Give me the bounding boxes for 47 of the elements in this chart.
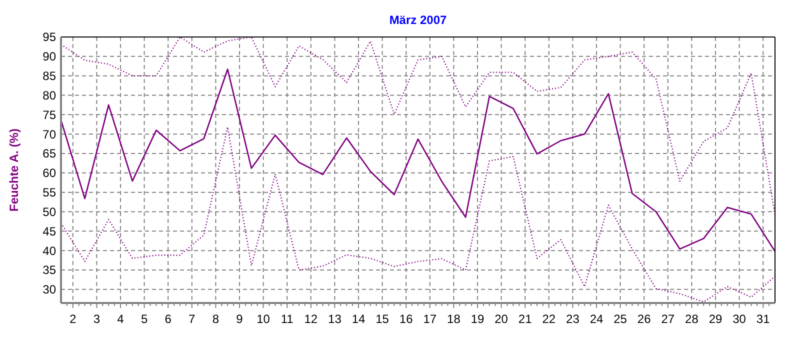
y-tick-label: 55 (42, 186, 56, 200)
x-tick-label: 30 (732, 312, 746, 326)
x-tick-label: 14 (352, 312, 366, 326)
y-tick-label: 60 (42, 166, 56, 180)
x-tick-label: 23 (566, 312, 580, 326)
x-tick-label: 29 (708, 312, 722, 326)
y-tick-label: 30 (42, 282, 56, 297)
x-tick-label: 9 (236, 312, 244, 326)
x-tick-label: 7 (188, 312, 196, 326)
y-tick-label: 95 (42, 30, 56, 44)
line-series (60, 68, 776, 252)
x-tick-label: 22 (542, 312, 556, 326)
x-tick-label: 31 (756, 312, 770, 326)
x-tick-label: 28 (685, 312, 699, 326)
x-tick-label: 27 (661, 312, 675, 326)
y-tick-label: 40 (42, 244, 56, 258)
y-tick-label: 80 (42, 88, 56, 102)
y-tick-label: 50 (42, 204, 56, 219)
x-tick-label: 3 (93, 312, 100, 326)
x-tick-label: 26 (637, 312, 652, 326)
chart-title: März 2007 (389, 13, 448, 27)
x-tick-label: 24 (590, 312, 604, 326)
y-tick-label: 85 (42, 69, 56, 84)
x-tick-label: 12 (304, 312, 318, 326)
x-tick-label: 25 (614, 312, 628, 326)
y-tick-label: 35 (42, 263, 56, 278)
x-tick-label: 6 (164, 312, 172, 326)
x-tick-label: 2 (70, 312, 77, 326)
x-tick-label: 17 (423, 312, 437, 326)
x-tick-label: 10 (256, 312, 270, 326)
y-tick-label: 65 (42, 146, 56, 161)
y-tick-label: 45 (42, 224, 56, 238)
x-tick-label: 4 (117, 312, 124, 326)
x-tick-label: 5 (140, 312, 148, 326)
y-axis-title: Feuchte A. (%) (7, 128, 22, 212)
x-tick-label: 15 (376, 312, 390, 326)
y-tick-label: 90 (42, 50, 56, 64)
x-tick-label: 16 (399, 312, 414, 326)
x-tick-label: 13 (328, 312, 342, 326)
x-tick-label: 8 (212, 312, 220, 326)
y-tick-label: 70 (42, 127, 56, 142)
y-tick-label: 75 (42, 108, 56, 122)
x-tick-label: 21 (518, 312, 532, 326)
x-tick-label: 20 (494, 312, 508, 326)
x-tick-label: 18 (447, 312, 461, 326)
x-tick-label: 11 (280, 312, 294, 326)
x-tick-label: 19 (470, 312, 484, 326)
